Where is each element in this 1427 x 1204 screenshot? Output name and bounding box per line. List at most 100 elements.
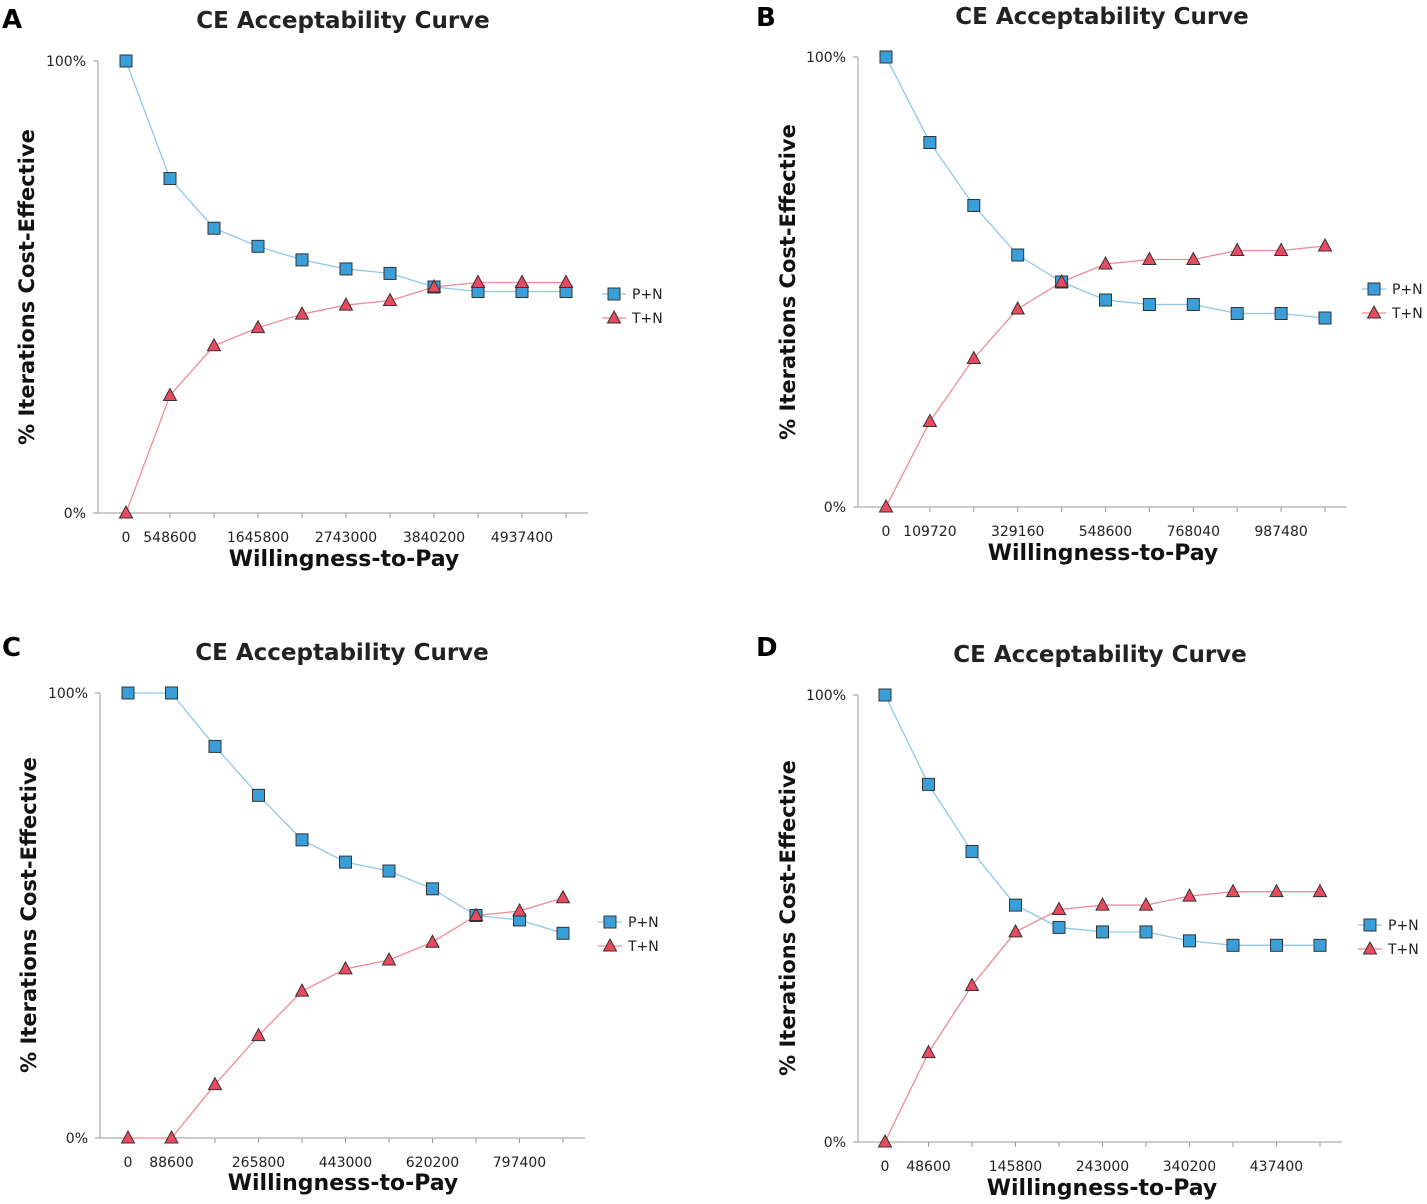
data-point-tn xyxy=(338,960,353,975)
x-tick-label: 1645800 xyxy=(227,530,289,546)
legend-marker xyxy=(1366,304,1382,319)
data-point-pn xyxy=(556,926,570,940)
data-point-pn xyxy=(1186,298,1200,311)
data-point-pn xyxy=(295,833,309,847)
y-tick-label: 0% xyxy=(64,506,86,522)
data-point-tn xyxy=(1317,237,1333,252)
x-tick-label: 437400 xyxy=(1250,1159,1303,1175)
data-point-tn xyxy=(1010,300,1026,315)
panel-letter: A xyxy=(2,5,22,35)
panel-letter: D xyxy=(756,633,778,663)
data-point-tn xyxy=(1182,888,1197,902)
data-point-pn xyxy=(1183,934,1196,948)
legend-marker xyxy=(603,915,617,929)
data-point-pn xyxy=(1226,938,1240,952)
data-point-pn xyxy=(165,686,178,700)
y-axis-label: % Iterations Cost-Effective xyxy=(15,129,39,445)
x-tick-label: 0 xyxy=(882,524,891,540)
y-tick-label: 100% xyxy=(48,686,88,702)
data-point-pn xyxy=(383,266,397,280)
data-point-tn xyxy=(206,337,222,352)
data-point-tn xyxy=(1269,883,1284,898)
series-line-tn xyxy=(125,281,566,514)
data-point-pn xyxy=(339,262,353,276)
data-point-tn xyxy=(922,413,938,427)
data-point-pn xyxy=(382,864,396,878)
data-point-tn xyxy=(251,1027,266,1042)
data-point-pn xyxy=(1270,938,1283,952)
data-point-pn xyxy=(1142,298,1156,311)
x-tick-label: 620200 xyxy=(406,1155,459,1171)
y-tick-label: 0% xyxy=(824,1135,846,1151)
y-tick-label: 100% xyxy=(806,50,846,66)
data-point-tn xyxy=(921,1044,936,1059)
series-line-tn xyxy=(885,245,1326,508)
legend-marker xyxy=(1363,918,1377,932)
x-tick-label: 443000 xyxy=(319,1155,372,1171)
data-point-pn xyxy=(1096,925,1109,939)
data-point-pn xyxy=(208,739,222,753)
data-point-pn xyxy=(923,136,937,149)
x-tick-label: 109720 xyxy=(903,524,956,540)
panel-a: A CE Acceptability Curve 100% 0% 0 548600 1645… xyxy=(2,5,663,572)
x-tick-label: 48600 xyxy=(906,1159,951,1175)
x-tick-label: 0 xyxy=(124,1155,133,1171)
panel-letter: B xyxy=(756,3,776,33)
data-point-tn xyxy=(162,387,178,401)
y-tick-label: 100% xyxy=(46,54,86,70)
x-tick-label: 797400 xyxy=(493,1155,546,1171)
x-tick-label: 329160 xyxy=(991,524,1044,540)
data-point-tn xyxy=(1225,883,1241,898)
data-point-tn xyxy=(966,350,982,364)
data-point-tn xyxy=(877,1133,893,1148)
panel-d: D CE Acceptability Curve 100% 0% 0 48600 14580… xyxy=(756,633,1419,1201)
data-point-tn xyxy=(558,274,574,288)
legend-marker xyxy=(607,287,621,301)
data-point-tn xyxy=(1273,242,1289,256)
legend-label: T+N xyxy=(631,311,663,327)
y-axis-label: % Iterations Cost-Effective xyxy=(776,124,800,440)
legend-label: T+N xyxy=(1387,942,1419,958)
data-point-tn xyxy=(1229,242,1245,256)
data-point-tn xyxy=(512,903,527,917)
data-point-tn xyxy=(514,274,530,288)
data-point-tn xyxy=(207,1076,223,1091)
data-point-tn xyxy=(1138,897,1154,911)
x-tick-label: 0 xyxy=(122,530,131,546)
panel-b: B CE Acceptability Curve 100% 0% 0 109720 3291… xyxy=(756,3,1423,566)
legend-label: T+N xyxy=(1391,306,1423,322)
data-point-tn xyxy=(1095,897,1110,911)
data-point-pn xyxy=(1099,293,1112,307)
x-tick-label: 145800 xyxy=(989,1159,1042,1175)
legend-label: T+N xyxy=(627,939,659,955)
series-line-tn xyxy=(128,897,564,1139)
data-point-tn xyxy=(426,278,442,293)
x-axis-label: Willingness-to-Pay xyxy=(988,541,1219,566)
data-point-pn xyxy=(1230,307,1244,320)
data-point-pn xyxy=(1139,925,1153,939)
data-point-pn xyxy=(121,686,135,700)
data-point-pn xyxy=(1318,311,1332,325)
data-point-tn xyxy=(294,306,310,320)
x-axis-label: Willingness-to-Pay xyxy=(987,1176,1218,1201)
chart-title: CE Acceptability Curve xyxy=(955,4,1249,30)
data-point-tn xyxy=(1054,273,1069,288)
data-point-tn xyxy=(1008,923,1023,938)
data-point-pn xyxy=(1313,938,1327,952)
data-point-pn xyxy=(295,253,309,267)
legend-label: P+N xyxy=(632,287,663,303)
data-point-pn xyxy=(426,882,439,896)
data-point-pn xyxy=(119,54,133,68)
data-point-pn xyxy=(965,844,979,858)
data-point-pn xyxy=(878,688,892,702)
data-point-pn xyxy=(339,855,352,869)
x-axis-label: Willingness-to-Pay xyxy=(229,547,460,572)
x-tick-label: 987480 xyxy=(1254,524,1307,540)
x-axis-label: Willingness-to-Pay xyxy=(228,1171,459,1196)
series-line-pn xyxy=(125,60,566,293)
data-point-tn xyxy=(1098,255,1113,270)
x-tick-label: 2743000 xyxy=(315,530,377,546)
legend-label: P+N xyxy=(1388,918,1419,934)
y-tick-label: 100% xyxy=(806,688,846,704)
